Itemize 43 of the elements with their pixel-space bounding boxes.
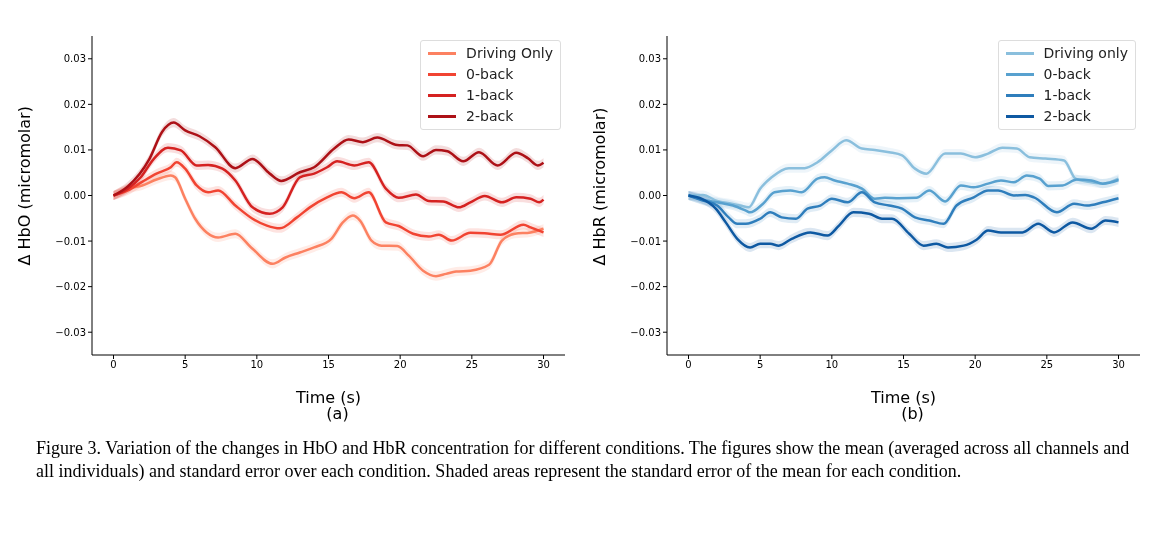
y-tick-label: 0.00 — [63, 190, 86, 202]
x-axis-title: Time (s) — [869, 388, 937, 407]
x-tick-label: 15 — [322, 359, 335, 371]
caption: Figure 3. Variation of the changes in HbO and HbR concentration for different conditions. The figures show the mean (averaged across all channels and all individuals) and standard error over each condition. Shaded areas represent the standard error of the mean for each condition. — [35, 437, 1131, 483]
x-tick-label: 25 — [465, 359, 479, 371]
x-tick-label: 5 — [181, 359, 189, 371]
x-tick-label: 30 — [537, 359, 550, 371]
text: (a) — [325, 404, 349, 423]
x-tick-label: 0 — [685, 359, 692, 371]
y-tick-label: −0.03 — [55, 326, 86, 338]
legend-label: 0-back — [1043, 65, 1091, 84]
legend-label: 1-back — [1043, 86, 1091, 105]
x-tick-label: 30 — [1112, 359, 1125, 371]
x-tick-label: 25 — [1040, 359, 1054, 371]
x-tick-label: 20 — [968, 359, 982, 371]
y-tick-label: 0.03 — [63, 53, 86, 65]
x-tick-label: 0 — [110, 359, 117, 371]
y-tick-label: 0.02 — [63, 98, 86, 110]
legend-label: Driving Only — [466, 44, 553, 63]
x-axis-title: Time (s) — [294, 388, 362, 407]
text: (b) — [900, 404, 924, 423]
legend-label: Driving only — [1043, 44, 1128, 63]
y-tick-label: 0.02 — [638, 98, 661, 110]
y-tick-label: 0.01 — [638, 144, 661, 156]
x-tick-label: 10 — [825, 359, 839, 371]
y-tick-label: −0.01 — [630, 235, 661, 247]
legend-label: 2-back — [1043, 107, 1091, 126]
legend-label: 2-back — [466, 107, 514, 126]
y-tick-label: 0.01 — [63, 144, 86, 156]
y-tick-label: −0.01 — [55, 235, 86, 247]
y-tick-label: −0.03 — [630, 326, 661, 338]
x-tick-label: 5 — [756, 359, 764, 371]
y-tick-label: 0.00 — [638, 190, 661, 202]
x-tick-label: 20 — [393, 359, 407, 371]
legend-label: 1-back — [466, 86, 514, 105]
y-axis-title: Δ HbR (micromolar) — [589, 107, 609, 266]
y-tick-label: −0.02 — [630, 281, 661, 293]
x-tick-label: 15 — [897, 359, 910, 371]
y-tick-label: −0.02 — [55, 281, 86, 293]
legend-label: 0-back — [466, 65, 514, 84]
y-axis-title: Δ HbO (micromolar) — [14, 106, 34, 266]
y-tick-label: 0.03 — [638, 53, 661, 65]
x-tick-label: 10 — [250, 359, 264, 371]
